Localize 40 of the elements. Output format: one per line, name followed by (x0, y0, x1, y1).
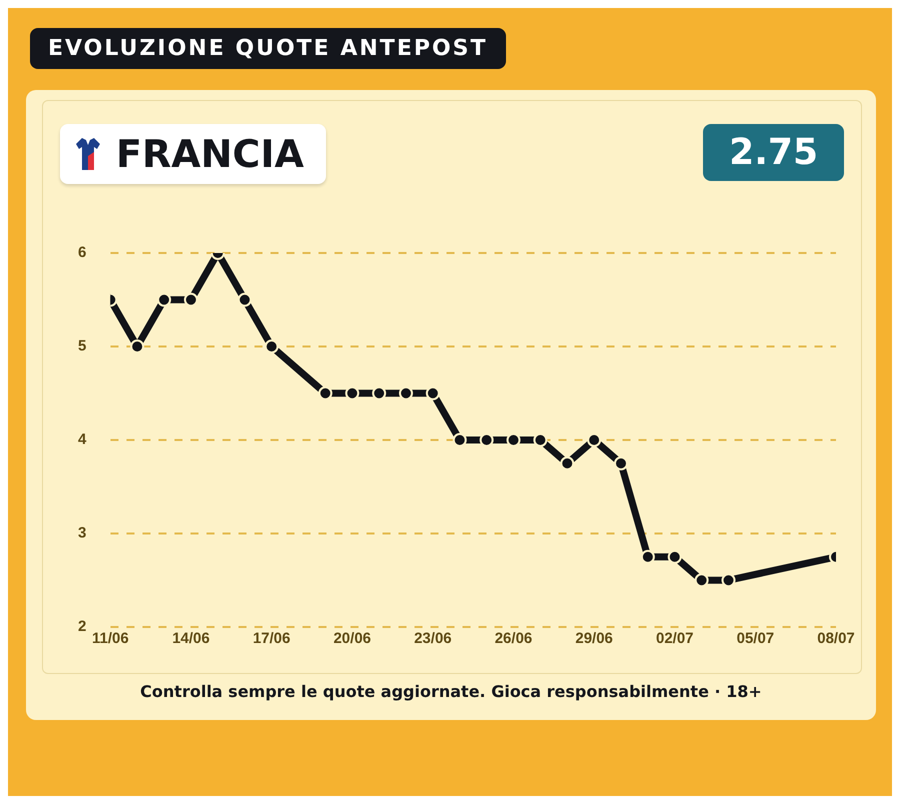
chart-title: EVOLUZIONE QUOTE ANTEPOST (30, 28, 506, 69)
text: 2.75 (703, 124, 844, 181)
point (452, 433, 467, 447)
point (480, 433, 494, 447)
y-tick-label: 3 (78, 524, 86, 542)
x-tick-label: 26/06 (494, 630, 532, 648)
point (130, 340, 144, 354)
y-tick-label: 2 (78, 618, 86, 636)
point (318, 386, 332, 400)
text: Controlla sempre le quote aggiornate. Gioca responsabilmente · 18+ (139, 682, 763, 701)
point (398, 386, 413, 400)
point (668, 550, 682, 564)
point (264, 340, 279, 354)
point (533, 433, 548, 447)
x-tick-label: 14/06 (172, 630, 210, 648)
point (587, 433, 602, 447)
point (614, 456, 628, 470)
x-tick-label: 29/06 (575, 630, 613, 648)
point (640, 550, 655, 564)
point (157, 292, 172, 307)
point (560, 456, 574, 470)
x-tick-label: 05/07 (736, 630, 774, 648)
x-tick-label: 17/06 (252, 630, 290, 648)
point (238, 292, 252, 307)
y-tick-label: 5 (78, 338, 86, 355)
x-tick-label: 02/07 (656, 630, 694, 648)
point (721, 573, 736, 588)
point (426, 386, 440, 400)
x-tick-label: 20/06 (333, 630, 371, 648)
y-tick-label: 4 (78, 431, 87, 448)
point (506, 433, 520, 447)
chart-subtitle: FRANCIA (116, 132, 304, 176)
x-tick-label: 08/07 (817, 630, 855, 648)
point (184, 292, 198, 307)
x-tick-label: 11/06 (92, 630, 129, 648)
point (694, 573, 709, 588)
x-tick-label: 23/06 (414, 630, 452, 648)
point (372, 386, 386, 400)
point (345, 386, 360, 400)
y-tick-label: 6 (78, 244, 86, 262)
